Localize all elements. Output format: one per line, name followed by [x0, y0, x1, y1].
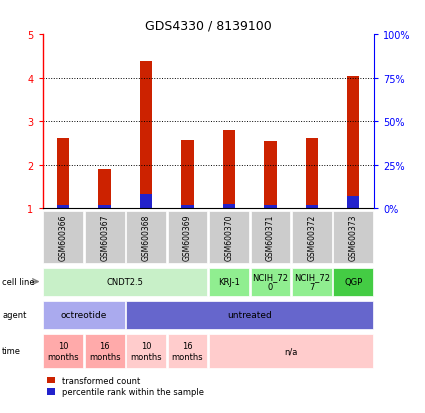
Bar	[57, 138, 69, 209]
Bar	[140, 195, 152, 209]
Bar	[43, 268, 207, 296]
Bar	[306, 205, 318, 209]
Bar	[99, 169, 111, 209]
Bar	[167, 335, 207, 368]
Text: GSM600367: GSM600367	[100, 214, 109, 261]
Bar	[126, 335, 166, 368]
Text: untreated: untreated	[227, 311, 272, 319]
Bar	[209, 335, 373, 368]
Bar	[347, 197, 360, 209]
Title: GDS4330 / 8139100: GDS4330 / 8139100	[145, 19, 272, 33]
Legend: transformed count, percentile rank within the sample: transformed count, percentile rank withi…	[47, 376, 204, 396]
Text: NCIH_72
0: NCIH_72 0	[252, 272, 289, 292]
Text: agent: agent	[2, 311, 26, 319]
Text: GSM600369: GSM600369	[183, 214, 192, 261]
Bar	[250, 268, 290, 296]
Text: GSM600371: GSM600371	[266, 214, 275, 261]
Text: 10
months: 10 months	[48, 342, 79, 361]
Bar	[209, 212, 249, 263]
Bar	[43, 301, 125, 329]
Bar	[250, 212, 290, 263]
Bar	[57, 205, 69, 209]
Text: GSM600370: GSM600370	[224, 214, 233, 261]
Bar	[347, 77, 360, 209]
Bar	[181, 205, 194, 209]
Text: GSM600372: GSM600372	[307, 214, 316, 261]
Bar	[292, 268, 332, 296]
Bar	[264, 141, 277, 209]
Bar	[223, 131, 235, 209]
Bar	[264, 205, 277, 209]
Text: GSM600373: GSM600373	[349, 214, 358, 261]
Text: KRJ-1: KRJ-1	[218, 278, 240, 286]
Text: 16
months: 16 months	[89, 342, 120, 361]
Bar	[99, 206, 111, 209]
Text: cell line: cell line	[2, 278, 35, 286]
Text: CNDT2.5: CNDT2.5	[107, 278, 144, 286]
Text: octreotide: octreotide	[61, 311, 107, 319]
Text: GSM600366: GSM600366	[59, 214, 68, 261]
Bar	[292, 212, 332, 263]
Text: n/a: n/a	[284, 347, 298, 356]
Text: GSM600368: GSM600368	[142, 214, 150, 261]
Bar	[85, 335, 125, 368]
Text: NCIH_72
7: NCIH_72 7	[294, 272, 330, 292]
Text: 16
months: 16 months	[172, 342, 203, 361]
Bar	[126, 212, 166, 263]
Text: time: time	[2, 347, 21, 356]
Bar	[43, 335, 83, 368]
Bar	[181, 140, 194, 209]
Bar	[167, 212, 207, 263]
Bar	[306, 138, 318, 209]
Bar	[223, 204, 235, 209]
Bar	[140, 62, 152, 209]
Bar	[333, 212, 373, 263]
Bar	[43, 212, 83, 263]
Bar	[126, 301, 373, 329]
Bar	[209, 268, 249, 296]
Bar	[333, 268, 373, 296]
Text: 10
months: 10 months	[130, 342, 162, 361]
Text: QGP: QGP	[344, 278, 363, 286]
Bar	[85, 212, 125, 263]
